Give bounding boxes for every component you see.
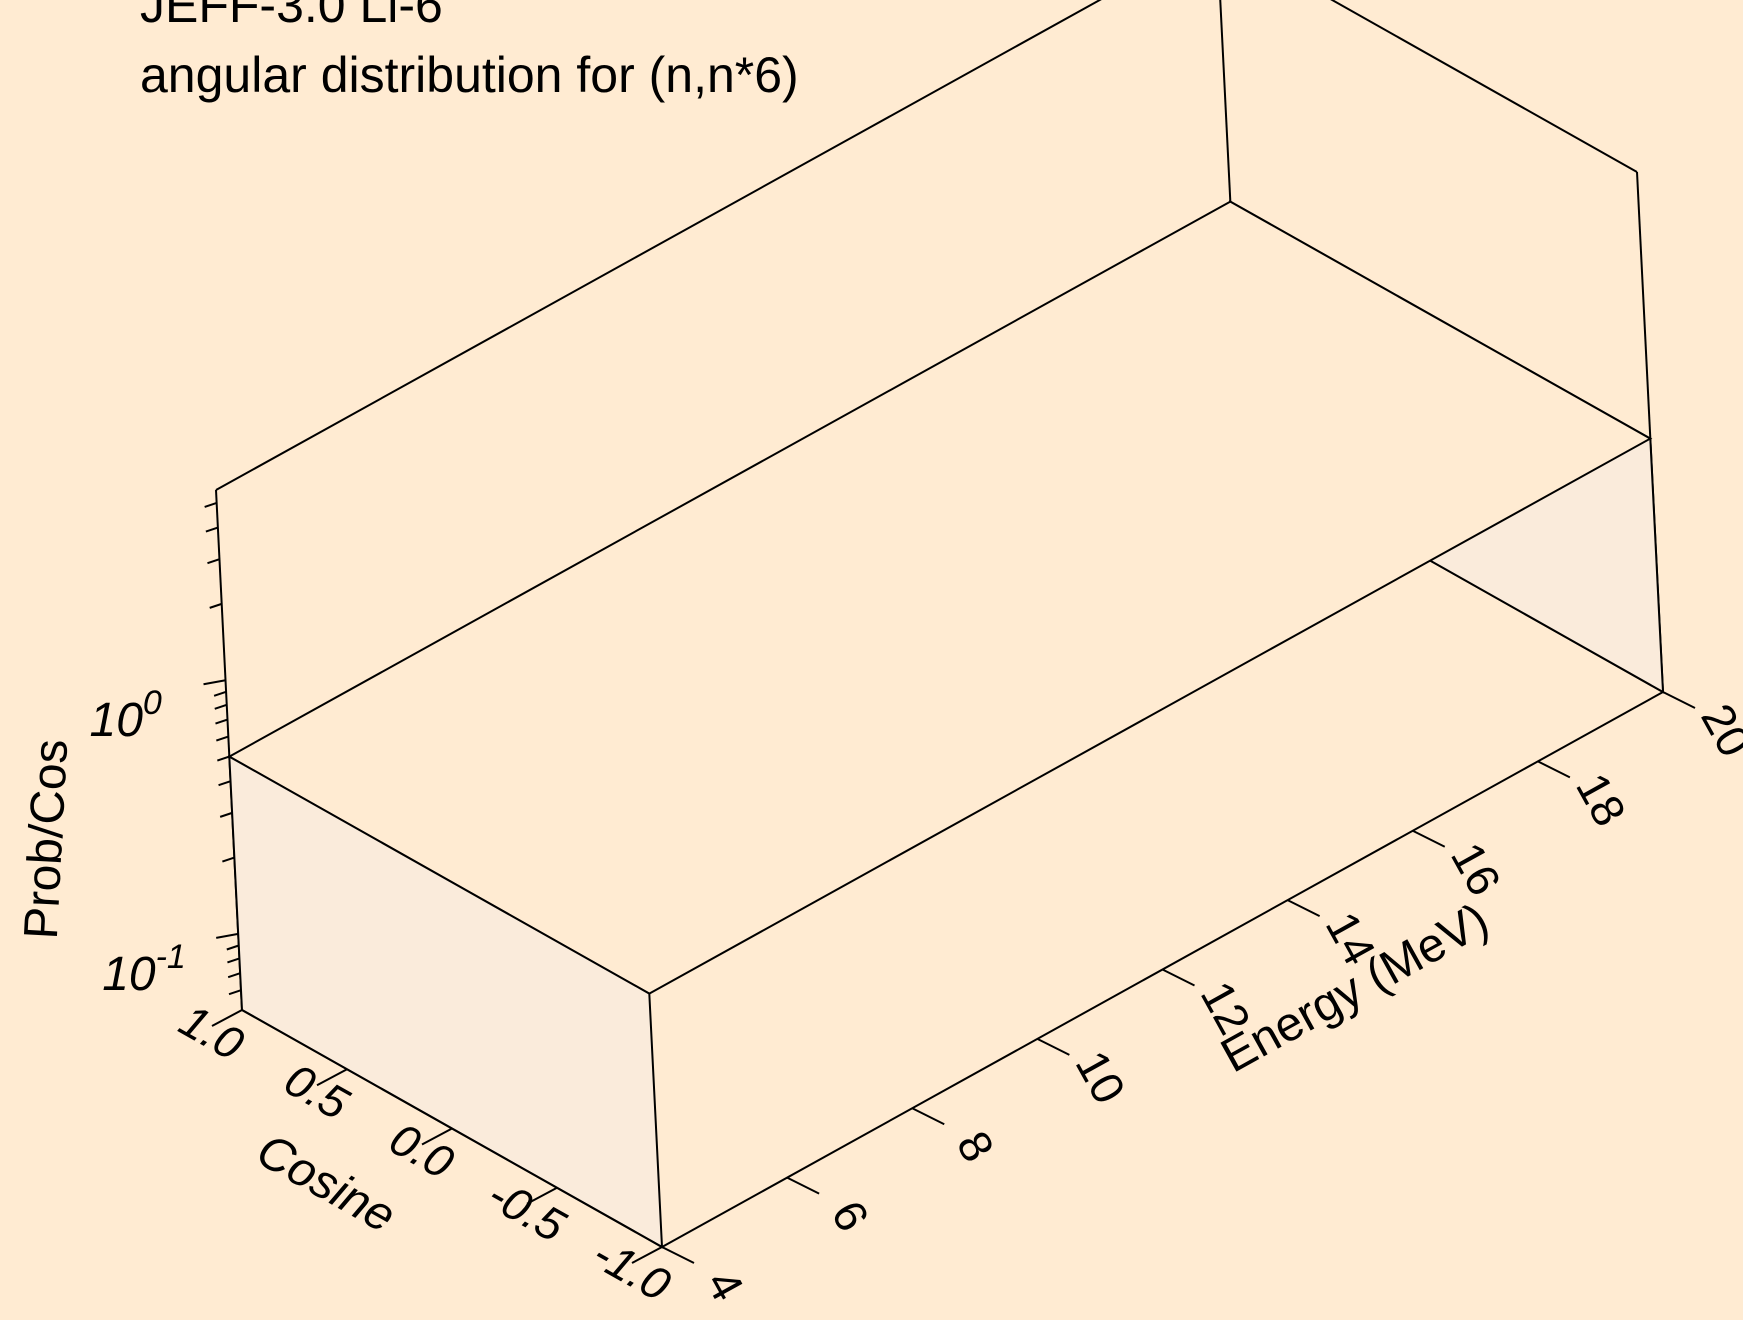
- energy-tick: [1662, 691, 1696, 709]
- cosine-tick: [421, 1127, 453, 1146]
- z-minor-tick: [219, 811, 233, 818]
- z-major-tick: [216, 932, 239, 939]
- energy-tick: [661, 1246, 695, 1264]
- energy-tick-label: 8: [947, 1123, 1005, 1171]
- surface-top: [227, 200, 1653, 995]
- chart-subtitle: angular distribution for (n,n*6): [140, 47, 799, 103]
- energy-tick: [1162, 968, 1195, 987]
- z-major-tick: [203, 679, 226, 686]
- chart-title: JEFF-3.0 Li-6: [140, 0, 443, 33]
- z-minor-tick: [215, 718, 228, 725]
- z-tick-label: 100: [90, 684, 162, 747]
- z-minor-tick: [204, 501, 217, 508]
- energy-tick-label: 10: [1066, 1042, 1136, 1112]
- cosine-tick-label: -1.0: [585, 1227, 680, 1311]
- cosine-axis-title: Cosine: [248, 1124, 404, 1244]
- box-top-edges: [215, 0, 1638, 491]
- cosine-tick: [211, 1009, 243, 1027]
- z-minor-tick: [227, 957, 240, 964]
- z-minor-tick: [222, 856, 235, 863]
- cosine-tick: [316, 1068, 348, 1087]
- energy-tick-label: 18: [1566, 765, 1636, 835]
- energy-tick-label: 4: [696, 1261, 754, 1309]
- z-minor-tick: [226, 944, 240, 951]
- energy-tick: [786, 1176, 820, 1195]
- z-tick-label: 10-1: [102, 938, 186, 1001]
- energy-tick: [1036, 1037, 1070, 1056]
- cosine-tick: [631, 1246, 663, 1264]
- z-minor-tick: [218, 780, 231, 787]
- cosine-tick-label: 1.0: [171, 994, 253, 1071]
- energy-tick: [1412, 829, 1446, 848]
- z-axis-title: Prob/Cos: [15, 738, 78, 941]
- energy-tick-label: 16: [1441, 834, 1511, 904]
- energy-tick-label: 6: [822, 1192, 880, 1240]
- energy-tick: [1537, 760, 1571, 779]
- z-minor-tick: [216, 735, 229, 742]
- z-minor-tick: [214, 703, 228, 710]
- energy-tick-label: 20: [1691, 695, 1743, 765]
- z-minor-tick: [207, 558, 220, 565]
- energy-tick: [911, 1107, 945, 1126]
- z-minor-tick: [205, 526, 219, 533]
- z-minor-tick: [227, 972, 241, 979]
- z-minor-tick: [209, 602, 223, 609]
- z-minor-tick: [217, 755, 230, 762]
- data-surface: [227, 199, 1665, 1249]
- cosine-tick: [526, 1186, 558, 1205]
- z-minor-tick: [213, 690, 227, 697]
- z-minor-tick: [228, 989, 242, 996]
- energy-tick: [1287, 899, 1321, 918]
